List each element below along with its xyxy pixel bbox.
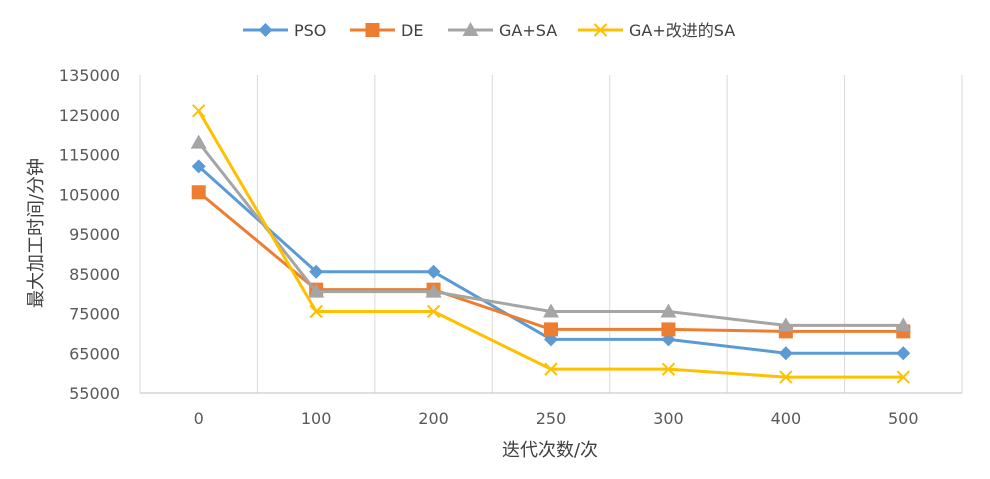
series-3 xyxy=(192,104,910,384)
legend-label: GA+SA xyxy=(499,21,557,40)
y-tick-label: 85000 xyxy=(69,265,120,284)
x-marker-stroke xyxy=(896,370,910,384)
data-point xyxy=(661,362,676,376)
data-point xyxy=(425,283,442,298)
y-tick-label: 95000 xyxy=(69,225,120,244)
x-marker-stroke xyxy=(593,23,608,37)
y-axis-title: 最大加工时间/分钟 xyxy=(26,158,47,308)
series-2 xyxy=(190,134,912,332)
data-point xyxy=(191,159,206,174)
legend-item-2: GA+SA xyxy=(448,21,557,40)
legend-item-0: PSO xyxy=(243,21,326,40)
x-marker-stroke xyxy=(309,304,323,319)
legend-marker xyxy=(365,23,380,37)
x-tick-label: 300 xyxy=(653,409,684,428)
legend-label: GA+改进的SA xyxy=(629,21,735,40)
data-point xyxy=(308,283,325,298)
data-point xyxy=(661,322,676,337)
y-tick-label: 135000 xyxy=(59,66,120,85)
data-point xyxy=(896,370,910,384)
y-tick-label: 75000 xyxy=(69,305,120,324)
data-point xyxy=(544,322,558,337)
x-tick-label: 250 xyxy=(536,409,567,428)
data-point xyxy=(309,304,323,319)
y-tick-label: 105000 xyxy=(59,185,120,204)
x-marker-stroke xyxy=(779,370,793,384)
x-tick-label: 500 xyxy=(888,409,919,428)
legend-marker xyxy=(462,22,479,36)
axes: 55000 65000 75000 85000 95000 105000 115000 125… xyxy=(59,66,962,428)
data-point xyxy=(778,346,793,361)
x-tick-label: 0 xyxy=(194,409,204,428)
data-point xyxy=(190,134,207,149)
data-point xyxy=(191,185,206,200)
legend: PSO DE GA+SA GA+改进的SA xyxy=(243,21,735,40)
y-tick-label: 65000 xyxy=(69,344,120,363)
data-point xyxy=(660,303,677,318)
series-lines xyxy=(190,104,912,384)
x-tick-label: 400 xyxy=(771,409,802,428)
x-tick-label: 200 xyxy=(418,409,449,428)
grid-lines xyxy=(139,75,963,393)
legend-item-3: GA+改进的SA xyxy=(578,21,735,40)
legend-item-1: DE xyxy=(350,21,423,40)
data-point xyxy=(896,346,911,361)
x-marker-stroke xyxy=(426,304,441,319)
x-marker-stroke xyxy=(661,362,676,376)
legend-marker xyxy=(258,23,273,37)
legend-label: DE xyxy=(401,21,423,40)
data-point xyxy=(544,362,558,376)
data-point xyxy=(426,304,441,319)
x-tick-label: 100 xyxy=(301,409,332,428)
x-axis-title: 迭代次数/次 xyxy=(502,440,598,461)
data-point xyxy=(426,264,441,279)
x-marker-stroke xyxy=(192,104,206,118)
data-point xyxy=(895,317,912,332)
y-tick-label: 55000 xyxy=(69,384,120,403)
y-tick-label: 115000 xyxy=(59,146,120,165)
legend-marker xyxy=(593,23,608,37)
x-marker-stroke xyxy=(544,362,558,376)
y-tick-label: 125000 xyxy=(59,106,120,125)
data-point xyxy=(777,317,794,332)
series-line xyxy=(197,141,904,327)
data-point xyxy=(543,303,559,318)
data-point xyxy=(779,370,793,384)
data-point xyxy=(309,264,324,279)
legend-label: PSO xyxy=(294,21,326,40)
data-point xyxy=(192,104,206,118)
